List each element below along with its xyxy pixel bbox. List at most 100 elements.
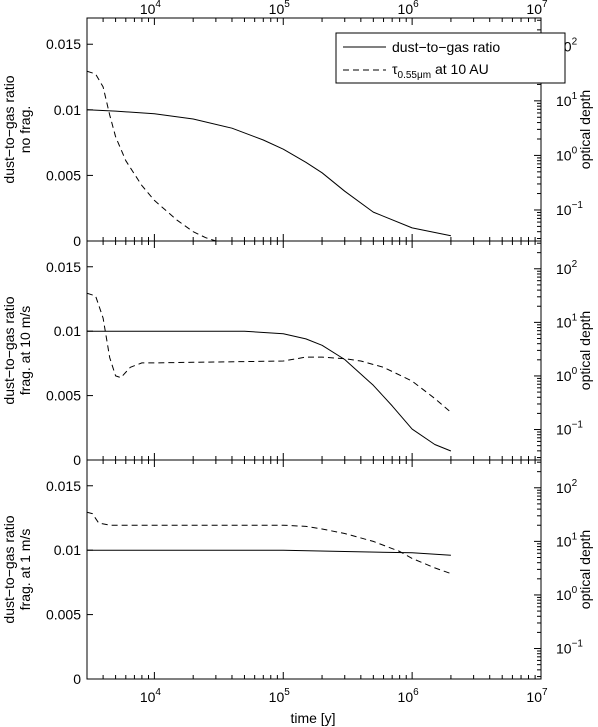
right-y-axis-label: optical depth	[577, 311, 593, 390]
left-y-tick-label: 0.015	[46, 478, 81, 494]
tick-base: 10	[556, 202, 572, 218]
tick-exponent: 0	[572, 585, 578, 596]
right-y-tick-label: 102	[556, 478, 578, 496]
legend-box	[335, 32, 566, 84]
tick-base: 10	[269, 1, 285, 17]
right-y-tick-label: 100	[556, 585, 578, 603]
panel-series	[87, 70, 451, 241]
tick-exponent: 7	[542, 0, 548, 10]
tick-exponent: 2	[572, 36, 578, 47]
left-y-label-line1: dust−to−gas ratio	[1, 515, 17, 623]
tick-base: 10	[556, 368, 572, 384]
legend-tau-rest: at 10 AU	[431, 61, 489, 77]
tick-base: 10	[556, 480, 572, 496]
panel-1: 00.0050.010.01510−1100101102dust−to−gas …	[1, 17, 593, 249]
right-y-tick-label: 101	[556, 531, 578, 549]
optical-depth-line	[87, 292, 452, 413]
left-y-tick-label: 0.005	[46, 167, 81, 183]
panel-2: 00.0050.010.01510−1100101102dust−to−gas …	[1, 240, 593, 468]
panel-3: 00.0050.010.01510−1100101102dust−to−gas …	[1, 459, 593, 687]
left-y-label-line1: dust−to−gas ratio	[1, 296, 17, 404]
right-y-axis-label: optical depth	[577, 530, 593, 609]
tick-exponent: 2	[572, 259, 578, 270]
optical-depth-line	[87, 511, 452, 575]
tick-exponent: 6	[413, 0, 419, 10]
x-tick-label-top: 105	[269, 0, 291, 17]
right-y-tick-label: 100	[556, 366, 578, 384]
dust-to-gas-line	[87, 549, 451, 556]
left-y-tick-label: 0.015	[46, 36, 81, 52]
left-y-tick-label: 0	[73, 452, 81, 468]
optical-depth-line	[87, 70, 217, 241]
tick-base: 10	[556, 641, 572, 657]
right-y-tick-label: 10−1	[556, 420, 583, 438]
panel-frame	[86, 240, 542, 461]
panel-series	[87, 511, 452, 575]
tick-base: 10	[556, 314, 572, 330]
right-y-axis-label: optical depth	[577, 90, 593, 169]
x-tick-label-bottom: 106	[398, 687, 420, 705]
tick-base: 10	[140, 689, 156, 705]
right-y-tick-label: 101	[556, 312, 578, 330]
panels-layer: 00.0050.010.01510−1100101102dust−to−gas …	[1, 0, 593, 705]
tick-exponent: 6	[413, 687, 419, 698]
tick-base: 10	[556, 533, 572, 549]
left-y-tick-label: 0	[73, 233, 81, 249]
x-tick-label-bottom: 105	[269, 687, 291, 705]
left-y-label-line2: no frag.	[17, 106, 33, 153]
tick-exponent: 5	[284, 0, 290, 10]
legend: dust−to−gas ratio τ0.55μm at 10 AU	[335, 32, 566, 84]
right-y-tick-label: 102	[556, 259, 578, 277]
x-tick-label-bottom: 104	[140, 687, 162, 705]
tick-base: 10	[140, 1, 156, 17]
right-y-tick-label: 100	[556, 145, 578, 163]
tick-exponent: 1	[572, 91, 578, 102]
left-y-label-line2: frag. at 10 m/s	[17, 306, 33, 395]
panel-frame	[86, 459, 542, 680]
legend-tau-symbol: τ	[392, 61, 398, 77]
tick-exponent: −1	[572, 639, 584, 650]
tick-base: 10	[526, 689, 542, 705]
dust-to-gas-line	[87, 330, 452, 452]
left-y-tick-label: 0.01	[54, 323, 81, 339]
x-tick-label-top: 107	[526, 0, 548, 17]
x-tick-label-top: 104	[140, 0, 162, 17]
tick-exponent: 0	[572, 145, 578, 156]
legend-label-tau: τ0.55μm at 10 AU	[392, 61, 489, 81]
tick-base: 10	[556, 93, 572, 109]
panel-series	[87, 292, 452, 452]
legend-tau-subscript: 0.55μm	[398, 70, 432, 81]
left-y-tick-label: 0	[73, 671, 81, 687]
tick-base: 10	[556, 261, 572, 277]
tick-exponent: −1	[572, 420, 584, 431]
tick-exponent: 0	[572, 366, 578, 377]
left-y-tick-label: 0.01	[54, 102, 81, 118]
left-y-tick-label: 0.005	[46, 607, 81, 623]
x-tick-label-top: 106	[398, 0, 420, 17]
tick-base: 10	[556, 147, 572, 163]
x-axis-label: time [y]	[290, 710, 335, 726]
tick-exponent: 5	[284, 687, 290, 698]
right-y-tick-label: 10−1	[556, 200, 583, 218]
left-y-label-line2: frag. at 1 m/s	[17, 529, 33, 611]
left-y-axis-label: dust−to−gas ratiofrag. at 10 m/s	[1, 296, 33, 404]
tick-base: 10	[398, 689, 414, 705]
tick-exponent: 4	[155, 687, 161, 698]
left-y-axis-label: dust−to−gas rationo frag.	[1, 75, 33, 183]
legend-label-dust-to-gas: dust−to−gas ratio	[392, 39, 500, 55]
right-y-tick-label: 10−1	[556, 639, 583, 657]
dust-to-gas-line	[87, 109, 451, 237]
tick-base: 10	[556, 587, 572, 603]
left-y-axis-label: dust−to−gas ratiofrag. at 1 m/s	[1, 515, 33, 623]
tick-exponent: 4	[155, 0, 161, 10]
tick-exponent: 7	[542, 687, 548, 698]
tick-exponent: −1	[572, 200, 584, 211]
left-y-tick-label: 0.005	[46, 388, 81, 404]
tick-base: 10	[526, 1, 542, 17]
left-y-tick-label: 0.015	[46, 259, 81, 275]
right-y-tick-label: 101	[556, 91, 578, 109]
left-y-tick-label: 0.01	[54, 542, 81, 558]
tick-base: 10	[556, 422, 572, 438]
tick-exponent: 2	[572, 478, 578, 489]
